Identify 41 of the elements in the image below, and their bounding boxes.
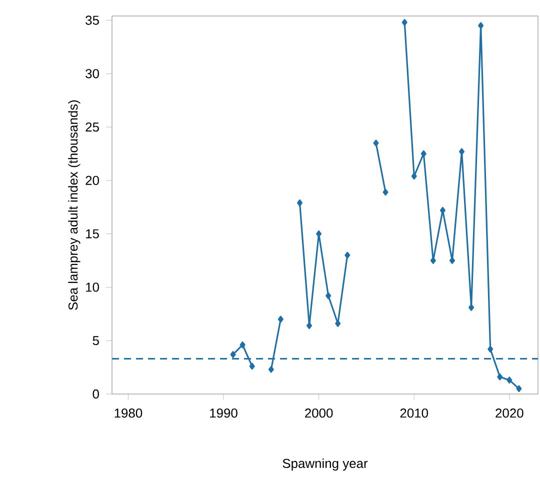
x-tick-label: 2020 <box>496 408 524 418</box>
y-tick-label: 25 <box>86 122 99 132</box>
x-axis-title: Spawning year <box>282 458 368 471</box>
y-tick-label: 10 <box>86 282 99 292</box>
point <box>240 341 246 348</box>
x-tick-label: 1990 <box>210 408 238 418</box>
point <box>402 19 408 26</box>
point <box>478 22 484 30</box>
point <box>278 316 284 323</box>
y-tick-label: 5 <box>92 336 99 346</box>
point <box>373 140 379 146</box>
x-tick-label: 1980 <box>114 408 142 418</box>
point <box>468 304 474 311</box>
point <box>506 376 512 384</box>
point <box>420 150 426 158</box>
point <box>449 257 455 264</box>
point <box>296 199 302 206</box>
point <box>488 346 494 353</box>
point <box>382 188 388 196</box>
y-axis-title: Sea lamprey adult index (thousands) <box>68 100 80 310</box>
point <box>326 292 332 300</box>
point <box>411 172 417 180</box>
point <box>516 385 522 392</box>
point <box>459 148 465 156</box>
point <box>430 257 436 264</box>
x-tick-label: 2010 <box>400 408 428 418</box>
y-tick-label: 20 <box>86 176 99 186</box>
point <box>249 362 255 370</box>
point <box>497 374 503 380</box>
point <box>268 366 274 373</box>
point <box>306 322 312 330</box>
y-tick-label: 30 <box>86 69 99 78</box>
point <box>344 252 350 259</box>
y-tick-label: 35 <box>86 16 99 25</box>
point <box>335 320 341 327</box>
point <box>440 206 446 214</box>
x-tick-label: 2000 <box>305 408 333 418</box>
y-tick-label: 15 <box>86 229 99 238</box>
y-tick-label: 0 <box>92 389 99 399</box>
point <box>316 230 322 238</box>
point <box>230 351 236 358</box>
